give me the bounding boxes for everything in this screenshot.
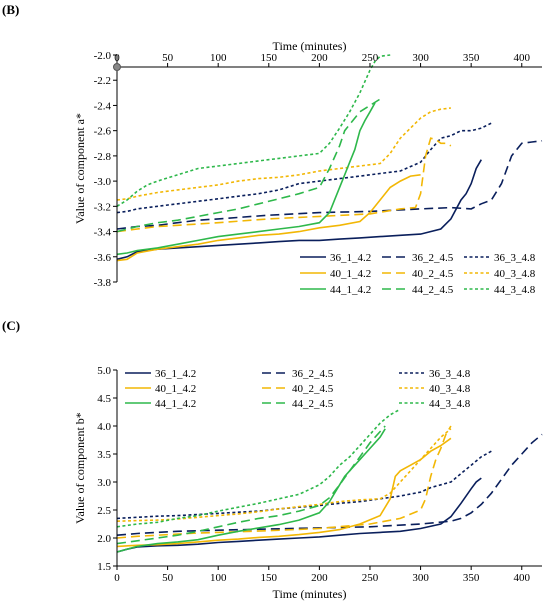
panel-b-y-tick-label: -3.2 bbox=[94, 201, 111, 213]
panel-c-y-tick-label: 5.0 bbox=[97, 365, 111, 377]
legend-label-44_3_4.8: 44_3_4.8 bbox=[429, 398, 471, 410]
panel-c-y-axis-title: Value of component b* bbox=[73, 412, 87, 524]
series-line-36_1_4.2 bbox=[116, 477, 482, 553]
panel-b-x-tick-label: 350 bbox=[463, 52, 480, 64]
series-line-36_3_4.8 bbox=[116, 450, 492, 520]
panel-c-x-tick-label: 350 bbox=[463, 572, 480, 584]
panel-c-y-tick-label: 3.0 bbox=[97, 477, 111, 489]
panel-c-y-tick-label: 2.5 bbox=[97, 505, 111, 517]
series-line-36_1_4.2 bbox=[116, 159, 482, 261]
series-line-44_2_4.5 bbox=[116, 98, 381, 233]
series-line-40_1_4.2 bbox=[116, 437, 452, 548]
legend-label-44_1_4.2: 44_1_4.2 bbox=[155, 398, 196, 410]
series-line-40_3_4.8 bbox=[116, 428, 452, 522]
series-line-44_1_4.2 bbox=[116, 428, 386, 553]
legend-label-40_2_4.5: 40_2_4.5 bbox=[412, 268, 454, 280]
panel-c-x-tick-label: 200 bbox=[311, 572, 328, 584]
panel-c-x-tick-label: 300 bbox=[412, 572, 429, 584]
panel-c-legend: 36_1_4.2 36_2_4.5 36_3_4.8 40_1_4.2 40_2_4.5… bbox=[125, 368, 471, 410]
panel-c-label: (C) bbox=[2, 318, 20, 333]
series-line-44_1_4.2 bbox=[116, 102, 376, 256]
panel-c-x-tick-label: 250 bbox=[362, 572, 379, 584]
panel-b-x-tick-label: 50 bbox=[162, 52, 174, 64]
panel-b-series bbox=[116, 54, 543, 262]
legend-label-44_1_4.2: 44_1_4.2 bbox=[330, 284, 371, 296]
panel-b-legend: 36_1_4.2 36_2_4.5 36_3_4.8 40_1_4.2 40_2_4.5… bbox=[300, 252, 536, 296]
series-line-40_2_4.5 bbox=[116, 137, 452, 233]
legend-label-44_3_4.8: 44_3_4.8 bbox=[494, 284, 536, 296]
panel-b: (B) -2.0 -2.2 -2.4 -2.6 -2.8 -3.0 -3.2 -3.4 -3.6… bbox=[2, 2, 543, 296]
series-line-40_2_4.5 bbox=[116, 425, 452, 539]
series-line-44_2_4.5 bbox=[116, 425, 386, 545]
panel-b-y-axis-title: Value of component a* bbox=[73, 113, 87, 224]
panel-c-x-tick-label: 150 bbox=[261, 572, 278, 584]
panel-b-y-tick-label: -2.2 bbox=[94, 75, 111, 87]
legend-label-40_1_4.2: 40_1_4.2 bbox=[155, 383, 196, 395]
panel-b-x-tick-label: 100 bbox=[210, 52, 227, 64]
panel-b-y-tick-label: -2.4 bbox=[94, 100, 112, 112]
panel-b-origin-marker bbox=[113, 63, 121, 71]
panel-c-x-axis-title: Time (minutes) bbox=[273, 587, 347, 601]
panel-c-y-tick-label: 4.5 bbox=[97, 393, 111, 405]
legend-label-40_2_4.5: 40_2_4.5 bbox=[292, 383, 334, 395]
panel-b-y-tick-label: -3.0 bbox=[94, 176, 112, 188]
legend-label-36_1_4.2: 36_1_4.2 bbox=[155, 368, 196, 380]
panel-b-x-tick-label: 150 bbox=[261, 52, 278, 64]
legend-label-36_1_4.2: 36_1_4.2 bbox=[330, 252, 371, 264]
panel-b-x-axis-title: Time (minutes) bbox=[273, 39, 347, 53]
series-line-36_3_4.8 bbox=[116, 122, 492, 214]
panel-c-x-tick-label: 0 bbox=[114, 572, 120, 584]
panel-b-x-tick-label: 400 bbox=[514, 52, 531, 64]
legend-label-36_2_4.5: 36_2_4.5 bbox=[292, 368, 334, 380]
panel-b-y-tick-label: -2.6 bbox=[94, 126, 112, 138]
panel-b-y-tick-label: -3.4 bbox=[94, 227, 112, 239]
series-line-40_1_4.2 bbox=[116, 174, 421, 262]
legend-label-44_2_4.5: 44_2_4.5 bbox=[292, 398, 334, 410]
panel-b-y-tick-label: -2.0 bbox=[94, 50, 112, 62]
series-line-36_2_4.5 bbox=[116, 140, 543, 230]
legend-label-36_2_4.5: 36_2_4.5 bbox=[412, 252, 454, 264]
panel-c-y-tick-label: 1.5 bbox=[97, 561, 111, 573]
series-line-44_3_4.8 bbox=[116, 54, 391, 207]
panel-b-label: (B) bbox=[2, 2, 19, 17]
panel-c-x-tick-label: 50 bbox=[162, 572, 174, 584]
legend-label-40_1_4.2: 40_1_4.2 bbox=[330, 268, 371, 280]
panel-c-y-tick-label: 2.0 bbox=[97, 533, 111, 545]
panel-c-x-tick-label: 100 bbox=[210, 572, 227, 584]
legend-label-40_3_4.8: 40_3_4.8 bbox=[429, 383, 471, 395]
legend-label-44_2_4.5: 44_2_4.5 bbox=[412, 284, 454, 296]
panel-b-y-tick-label: -2.8 bbox=[94, 151, 112, 163]
legend-label-36_3_4.8: 36_3_4.8 bbox=[494, 252, 536, 264]
panel-c-series bbox=[116, 408, 543, 553]
series-line-40_3_4.8 bbox=[116, 107, 451, 201]
series-line-44_3_4.8 bbox=[116, 408, 401, 528]
panel-b-x-tick-label: 200 bbox=[311, 52, 328, 64]
series-line-36_2_4.5 bbox=[116, 433, 543, 536]
panel-b-y-tick-label: -3.8 bbox=[94, 277, 112, 289]
panel-c-y-tick-label: 3.5 bbox=[97, 449, 111, 461]
panel-b-x-tick-label: 250 bbox=[362, 52, 379, 64]
legend-label-40_3_4.8: 40_3_4.8 bbox=[494, 268, 536, 280]
panel-b-y-tick-label: -3.6 bbox=[94, 252, 112, 264]
panel-b-x-tick-label: 300 bbox=[412, 52, 429, 64]
panel-c-x-tick-label: 400 bbox=[514, 572, 531, 584]
panel-b-x-tick-label: 0 bbox=[114, 52, 120, 64]
panel-c: (C) 1.5 2.0 2.5 3.0 3.5 4.0 4.5 5.0 0 50 100 150 200… bbox=[2, 318, 543, 601]
panel-c-y-tick-label: 4.0 bbox=[97, 421, 111, 433]
legend-label-36_3_4.8: 36_3_4.8 bbox=[429, 368, 471, 380]
